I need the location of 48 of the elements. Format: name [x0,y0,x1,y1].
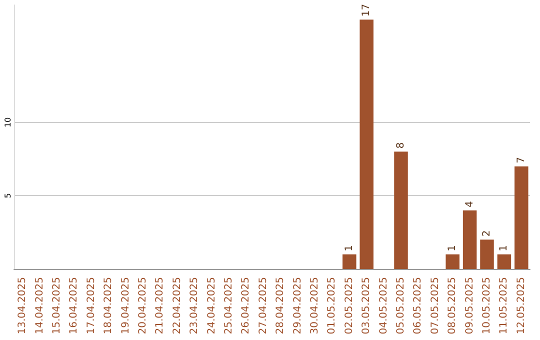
x-tick-label: 02.05.2025 [344,277,355,334]
x-tick-label: 10.05.2025 [482,277,492,334]
x-tick-label: 26.04.2025 [240,277,252,334]
bar [462,210,477,269]
x-tick-label: 18.04.2025 [103,277,114,334]
x-tick-label: 17.04.2025 [86,277,97,334]
x-tick-label: 08.05.2025 [447,277,458,334]
x-tick-label: 19.04.2025 [120,277,132,334]
x-tick-label: 05.05.2025 [396,277,406,334]
x-tick-label: 03.05.2025 [361,277,372,334]
data-label: 1 [344,244,355,252]
x-tick-label: 01.05.2025 [326,277,338,334]
bar [514,166,528,269]
bar [394,152,408,269]
x-tick-label: 09.05.2025 [464,277,476,334]
x-tick-label: 28.04.2025 [275,277,286,334]
bar [497,254,512,269]
bar [342,254,356,269]
x-tick-label: 15.04.2025 [52,277,62,334]
x-tick-label: 29.04.2025 [292,277,304,334]
x-tick-label: 07.05.2025 [430,277,441,334]
x-tick-label: 30.04.2025 [310,277,320,334]
x-tick-label: 16.04.2025 [68,277,80,334]
bar [480,240,494,269]
x-tick-label: 23.04.2025 [189,277,200,334]
data-label: 1 [447,244,458,252]
bar [446,254,460,269]
data-label: 8 [396,142,406,149]
data-label: 7 [516,156,527,164]
data-label: 4 [464,200,476,208]
x-tick-label: 04.05.2025 [378,277,390,334]
data-label: 1 [498,244,510,252]
y-tick-label: 5 [4,193,12,198]
x-tick-label: 27.04.2025 [258,277,269,334]
x-tick-label: 06.05.2025 [412,277,424,334]
x-tick-label: 24.04.2025 [206,277,218,334]
y-tick-label: 10 [4,117,12,128]
x-tick-label: 20.04.2025 [138,277,148,334]
x-tick-label: 25.04.2025 [224,277,234,334]
x-tick-label: 11.05.2025 [498,277,510,334]
x-tick-label: 22.04.2025 [172,277,183,334]
x-tick-label: 14.04.2025 [34,277,46,334]
x-tick-label: 12.05.2025 [516,277,527,334]
data-label: 17 [361,4,372,17]
data-label: 2 [482,230,492,237]
x-tick-label: 13.04.2025 [17,277,28,334]
bar [360,20,374,269]
x-tick-label: 21.04.2025 [154,277,166,334]
